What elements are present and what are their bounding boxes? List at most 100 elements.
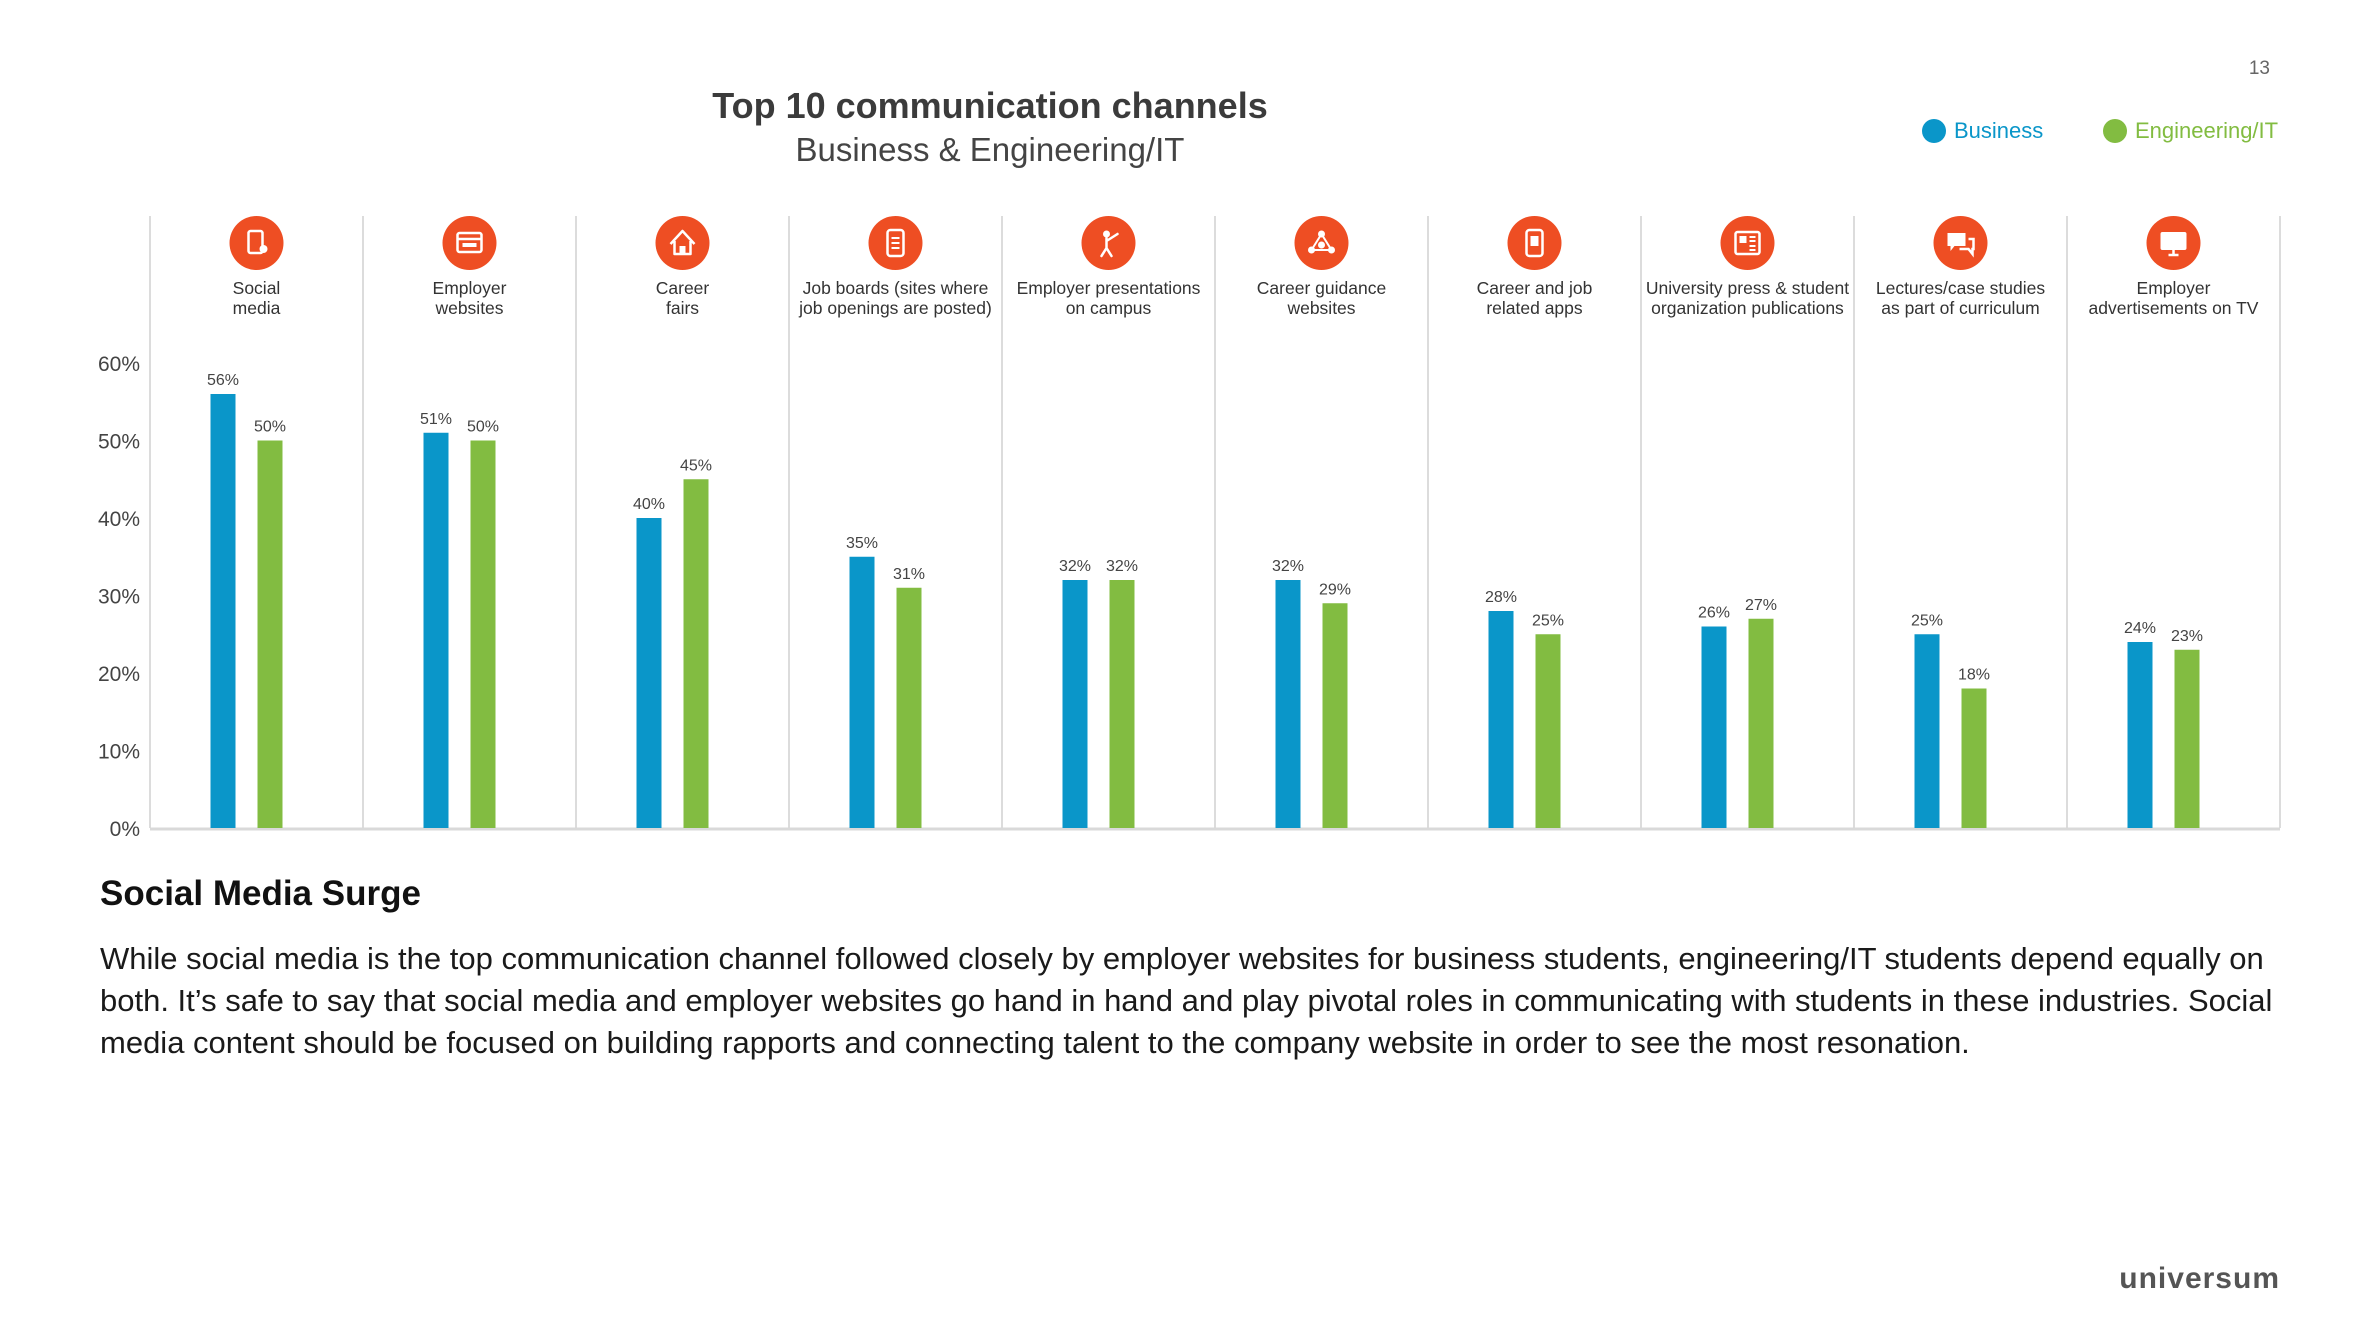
speech-bubbles-icon <box>1933 216 1988 270</box>
article-body: While social media is the top communicat… <box>100 941 2273 1060</box>
category-label-line1: Job boards (sites where <box>803 278 989 298</box>
category-label-line2: websites <box>1286 298 1355 318</box>
data-label: 32% <box>1106 558 1138 575</box>
bar-business <box>423 432 449 828</box>
presenter-icon <box>1081 216 1136 270</box>
bar-business <box>2127 642 2153 828</box>
smartphone-touch-icon <box>229 216 284 270</box>
bar-business <box>849 556 875 828</box>
bar-business <box>1062 580 1088 828</box>
bar-engineering <box>1109 580 1135 828</box>
legend-dot-engineering <box>2103 119 2127 143</box>
chart-title: Top 10 communication channels <box>712 85 1268 126</box>
tv-monitor-icon <box>2146 216 2201 270</box>
data-label: 23% <box>2171 628 2203 645</box>
bar-engineering <box>470 440 496 828</box>
icon-circle <box>1720 216 1775 270</box>
category-label-line1: University press & student <box>1646 278 1849 298</box>
category-label-line1: Career guidance <box>1257 278 1386 298</box>
category-label-line2: websites <box>434 298 503 318</box>
category-label-line2: job openings are posted) <box>798 298 992 318</box>
phone-app-icon <box>1507 216 1562 270</box>
legend-dot-business <box>1922 119 1946 143</box>
legend: Business Engineering/IT <box>1910 114 2310 154</box>
bar-engineering <box>896 587 922 828</box>
house-icon <box>655 216 710 270</box>
y-tick-label: 0% <box>110 818 140 841</box>
bar-engineering <box>1961 688 1987 828</box>
data-label: 24% <box>2124 620 2156 637</box>
browser-window-icon <box>442 216 497 270</box>
legend-label-business: Business <box>1954 118 2044 143</box>
data-label: 27% <box>1745 597 1777 614</box>
data-label: 56% <box>207 372 239 389</box>
article-heading: Social Media Surge <box>100 874 421 913</box>
data-label: 50% <box>254 419 286 436</box>
y-tick-label: 40% <box>98 508 140 531</box>
category-label-line2: media <box>233 298 281 318</box>
legend-label-engineering: Engineering/IT <box>2135 118 2279 143</box>
data-label: 28% <box>1485 589 1517 606</box>
bar-business <box>1701 626 1727 828</box>
bar-engineering <box>683 479 709 828</box>
data-label: 45% <box>680 457 712 474</box>
icon-circle <box>655 216 710 270</box>
data-label: 32% <box>1272 558 1304 575</box>
data-label: 35% <box>846 535 878 552</box>
category-label-line2: on campus <box>1066 298 1152 318</box>
network-icon <box>1294 216 1349 270</box>
mobile-list-icon <box>868 216 923 270</box>
category-label-line2: advertisements on TV <box>2089 298 2259 318</box>
category-label-line2: fairs <box>666 298 699 318</box>
bar-business <box>1914 634 1940 828</box>
category-label-line1: Employer presentations <box>1017 278 1201 298</box>
data-label: 29% <box>1319 581 1351 598</box>
page-number: 13 <box>2248 58 2270 79</box>
data-label: 18% <box>1958 667 1990 684</box>
data-label: 25% <box>1532 612 1564 629</box>
category-label-line1: Lectures/case studies <box>1876 278 2046 298</box>
category-label-line1: Social <box>233 278 281 298</box>
legend-item-engineering: Engineering/IT <box>2103 114 2278 148</box>
icon-circle <box>229 216 284 270</box>
data-label: 40% <box>633 496 665 513</box>
bar-engineering <box>1748 618 1774 828</box>
data-label: 51% <box>420 411 452 428</box>
chart-subtitle: Business & Engineering/IT <box>795 131 1185 168</box>
data-label: 26% <box>1698 605 1730 622</box>
category-label-line1: Employer <box>433 278 507 298</box>
category-label-line2: as part of curriculum <box>1881 298 2040 318</box>
bar-chart: 0%10%20%30%40%50%60%Socialmedia56%50%Emp… <box>98 216 2281 841</box>
bar-business <box>1275 580 1301 828</box>
y-tick-label: 50% <box>98 431 140 454</box>
bar-business <box>636 518 662 828</box>
category-label-line1: Career <box>656 278 710 298</box>
bar-engineering <box>257 440 283 828</box>
category-label-line1: Career and job <box>1477 278 1593 298</box>
icon-circle <box>1081 216 1136 270</box>
bar-engineering <box>1535 634 1561 828</box>
bar-business <box>1488 611 1514 828</box>
bar-engineering <box>1322 603 1348 828</box>
bar-business <box>210 394 236 828</box>
category-label-line2: related apps <box>1486 298 1583 318</box>
category-label-line1: Employer <box>2137 278 2211 298</box>
y-tick-label: 60% <box>98 353 140 376</box>
y-tick-label: 30% <box>98 586 140 609</box>
bar-engineering <box>2174 649 2200 828</box>
data-label: 50% <box>467 419 499 436</box>
data-label: 25% <box>1911 612 1943 629</box>
category-label-line2: organization publications <box>1651 298 1844 318</box>
data-label: 32% <box>1059 558 1091 575</box>
y-tick-label: 10% <box>98 741 140 764</box>
